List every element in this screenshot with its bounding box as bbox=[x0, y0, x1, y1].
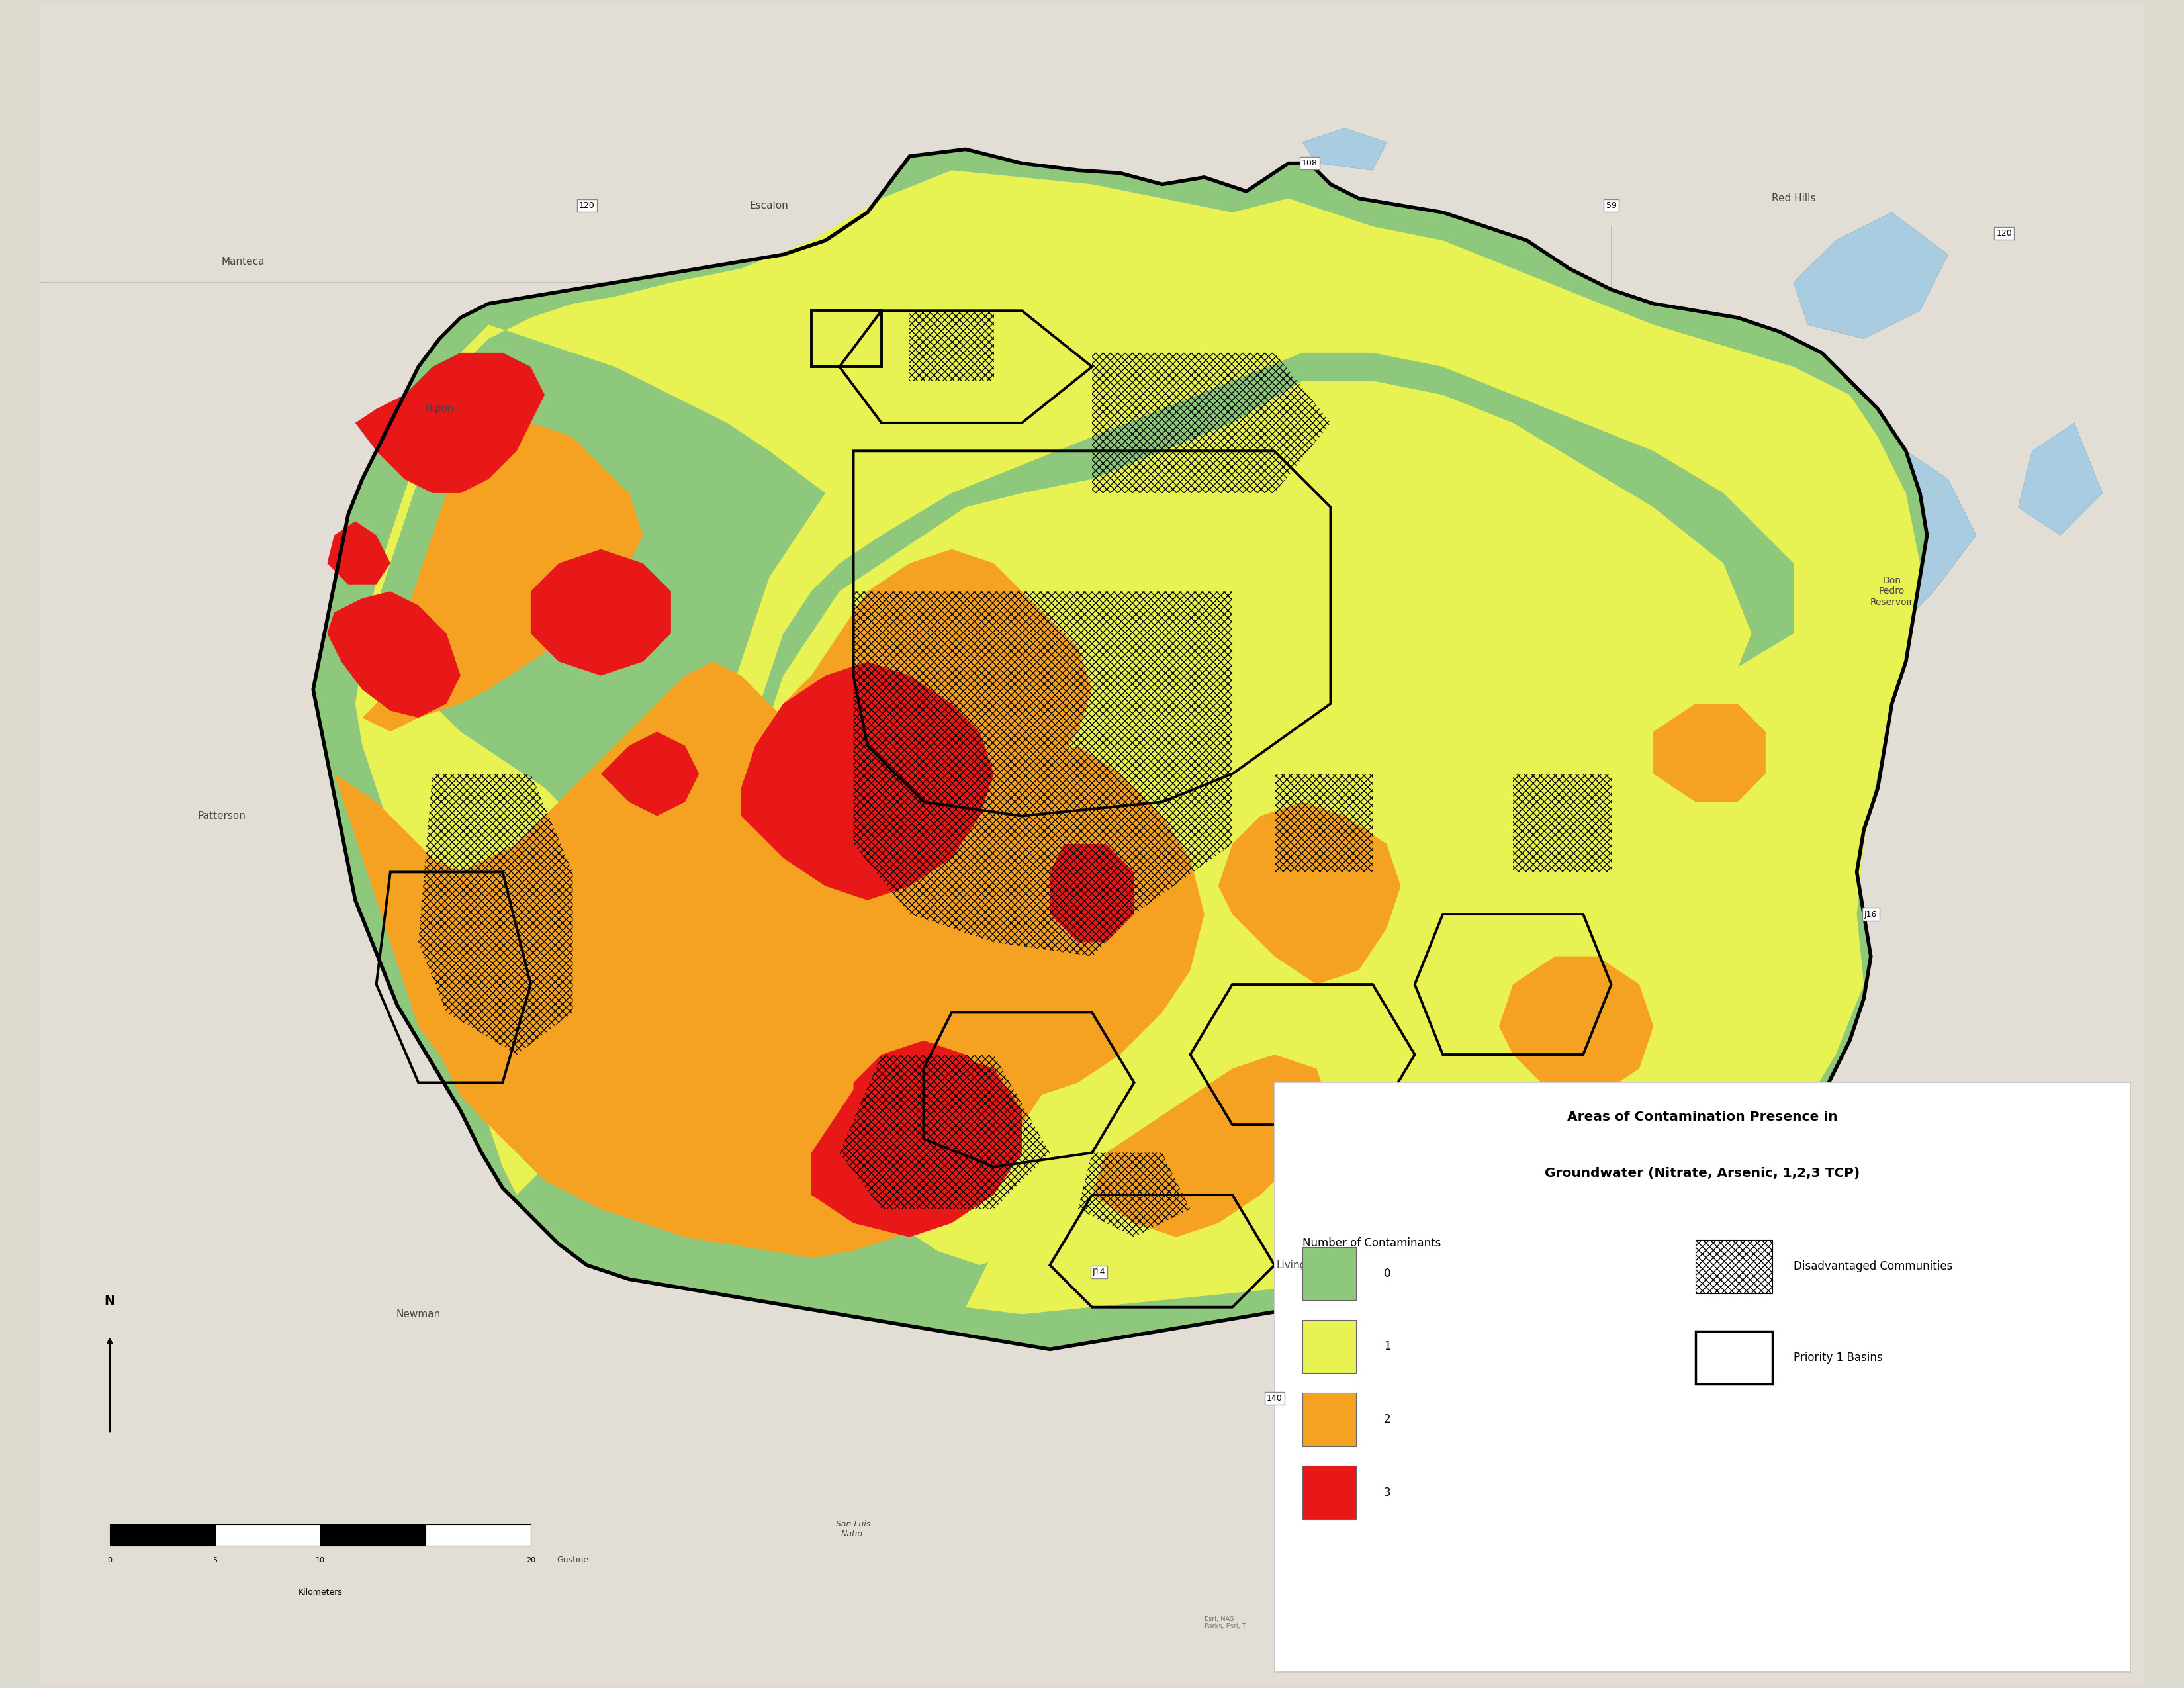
Text: 140: 140 bbox=[1267, 1394, 1282, 1403]
Text: 3: 3 bbox=[1385, 1487, 1391, 1499]
Text: Disadvantaged Communities: Disadvantaged Communities bbox=[1793, 1261, 1952, 1273]
Polygon shape bbox=[1219, 802, 1400, 984]
Polygon shape bbox=[699, 549, 1092, 1026]
Bar bbox=[1695, 1239, 1773, 1293]
Text: Ripon: Ripon bbox=[426, 403, 454, 414]
Text: 120: 120 bbox=[579, 201, 594, 209]
Polygon shape bbox=[1837, 451, 1977, 633]
Polygon shape bbox=[937, 746, 1203, 1097]
Text: Newman: Newman bbox=[395, 1310, 441, 1318]
Polygon shape bbox=[328, 522, 391, 584]
Polygon shape bbox=[1653, 704, 1765, 802]
Text: N: N bbox=[105, 1295, 116, 1307]
Polygon shape bbox=[810, 1055, 1022, 1237]
Text: Groundwater (Nitrate, Arsenic, 1,2,3 TCP): Groundwater (Nitrate, Arsenic, 1,2,3 TCP… bbox=[1544, 1166, 1861, 1180]
Polygon shape bbox=[1302, 128, 1387, 170]
Text: Manteca: Manteca bbox=[221, 257, 264, 267]
Text: 0: 0 bbox=[1385, 1268, 1391, 1280]
Polygon shape bbox=[2018, 424, 2103, 535]
Text: Escalon: Escalon bbox=[749, 201, 788, 211]
Text: 1: 1 bbox=[1385, 1340, 1391, 1352]
Bar bbox=[109, 1524, 214, 1546]
Text: Patterson: Patterson bbox=[199, 810, 247, 820]
Text: 108: 108 bbox=[1302, 159, 1317, 167]
Bar bbox=[1302, 1393, 1356, 1447]
Text: 20: 20 bbox=[526, 1556, 535, 1563]
Text: San Luis
Natio.: San Luis Natio. bbox=[836, 1519, 871, 1538]
Text: 120: 120 bbox=[1996, 230, 2011, 238]
Polygon shape bbox=[531, 549, 670, 675]
Text: Livingston: Livingston bbox=[1278, 1261, 1328, 1269]
Polygon shape bbox=[601, 731, 699, 815]
Text: Kilometers: Kilometers bbox=[297, 1588, 343, 1597]
Bar bbox=[1302, 1320, 1356, 1372]
Text: J16: J16 bbox=[1865, 910, 1878, 918]
Polygon shape bbox=[1498, 957, 1653, 1097]
Text: Gustine: Gustine bbox=[557, 1556, 590, 1565]
Text: 59: 59 bbox=[1605, 201, 1616, 209]
Bar bbox=[1302, 1465, 1356, 1519]
Polygon shape bbox=[363, 424, 642, 731]
Polygon shape bbox=[356, 353, 544, 493]
Polygon shape bbox=[334, 662, 1064, 1258]
Bar bbox=[1275, 1082, 2129, 1673]
Text: Areas of Contamination Presence in: Areas of Contamination Presence in bbox=[1568, 1111, 1837, 1123]
Polygon shape bbox=[312, 149, 1926, 1349]
Polygon shape bbox=[1092, 1055, 1330, 1237]
Bar bbox=[1695, 1332, 1773, 1384]
Polygon shape bbox=[1051, 844, 1133, 942]
Text: Don
Pedro
Reservoir: Don Pedro Reservoir bbox=[1870, 576, 1913, 606]
Text: Priority 1 Basins: Priority 1 Basins bbox=[1793, 1352, 1883, 1364]
Text: 2: 2 bbox=[1385, 1413, 1391, 1425]
Polygon shape bbox=[328, 591, 461, 717]
Polygon shape bbox=[740, 662, 994, 900]
Polygon shape bbox=[1793, 213, 1948, 339]
Text: Esri, NAS
Parks, Esri, T: Esri, NAS Parks, Esri, T bbox=[1203, 1615, 1245, 1631]
Bar bbox=[426, 1524, 531, 1546]
Text: Number of Contaminants: Number of Contaminants bbox=[1302, 1237, 1441, 1249]
Text: Red Hills: Red Hills bbox=[1771, 194, 1815, 203]
Bar bbox=[214, 1524, 321, 1546]
Text: 10: 10 bbox=[314, 1556, 325, 1563]
Bar bbox=[321, 1524, 426, 1546]
Text: 0: 0 bbox=[107, 1556, 111, 1563]
Text: J14: J14 bbox=[1092, 1268, 1105, 1276]
Polygon shape bbox=[356, 170, 1920, 1315]
Text: 5: 5 bbox=[212, 1556, 216, 1563]
Polygon shape bbox=[854, 1040, 994, 1166]
Bar bbox=[1302, 1247, 1356, 1300]
